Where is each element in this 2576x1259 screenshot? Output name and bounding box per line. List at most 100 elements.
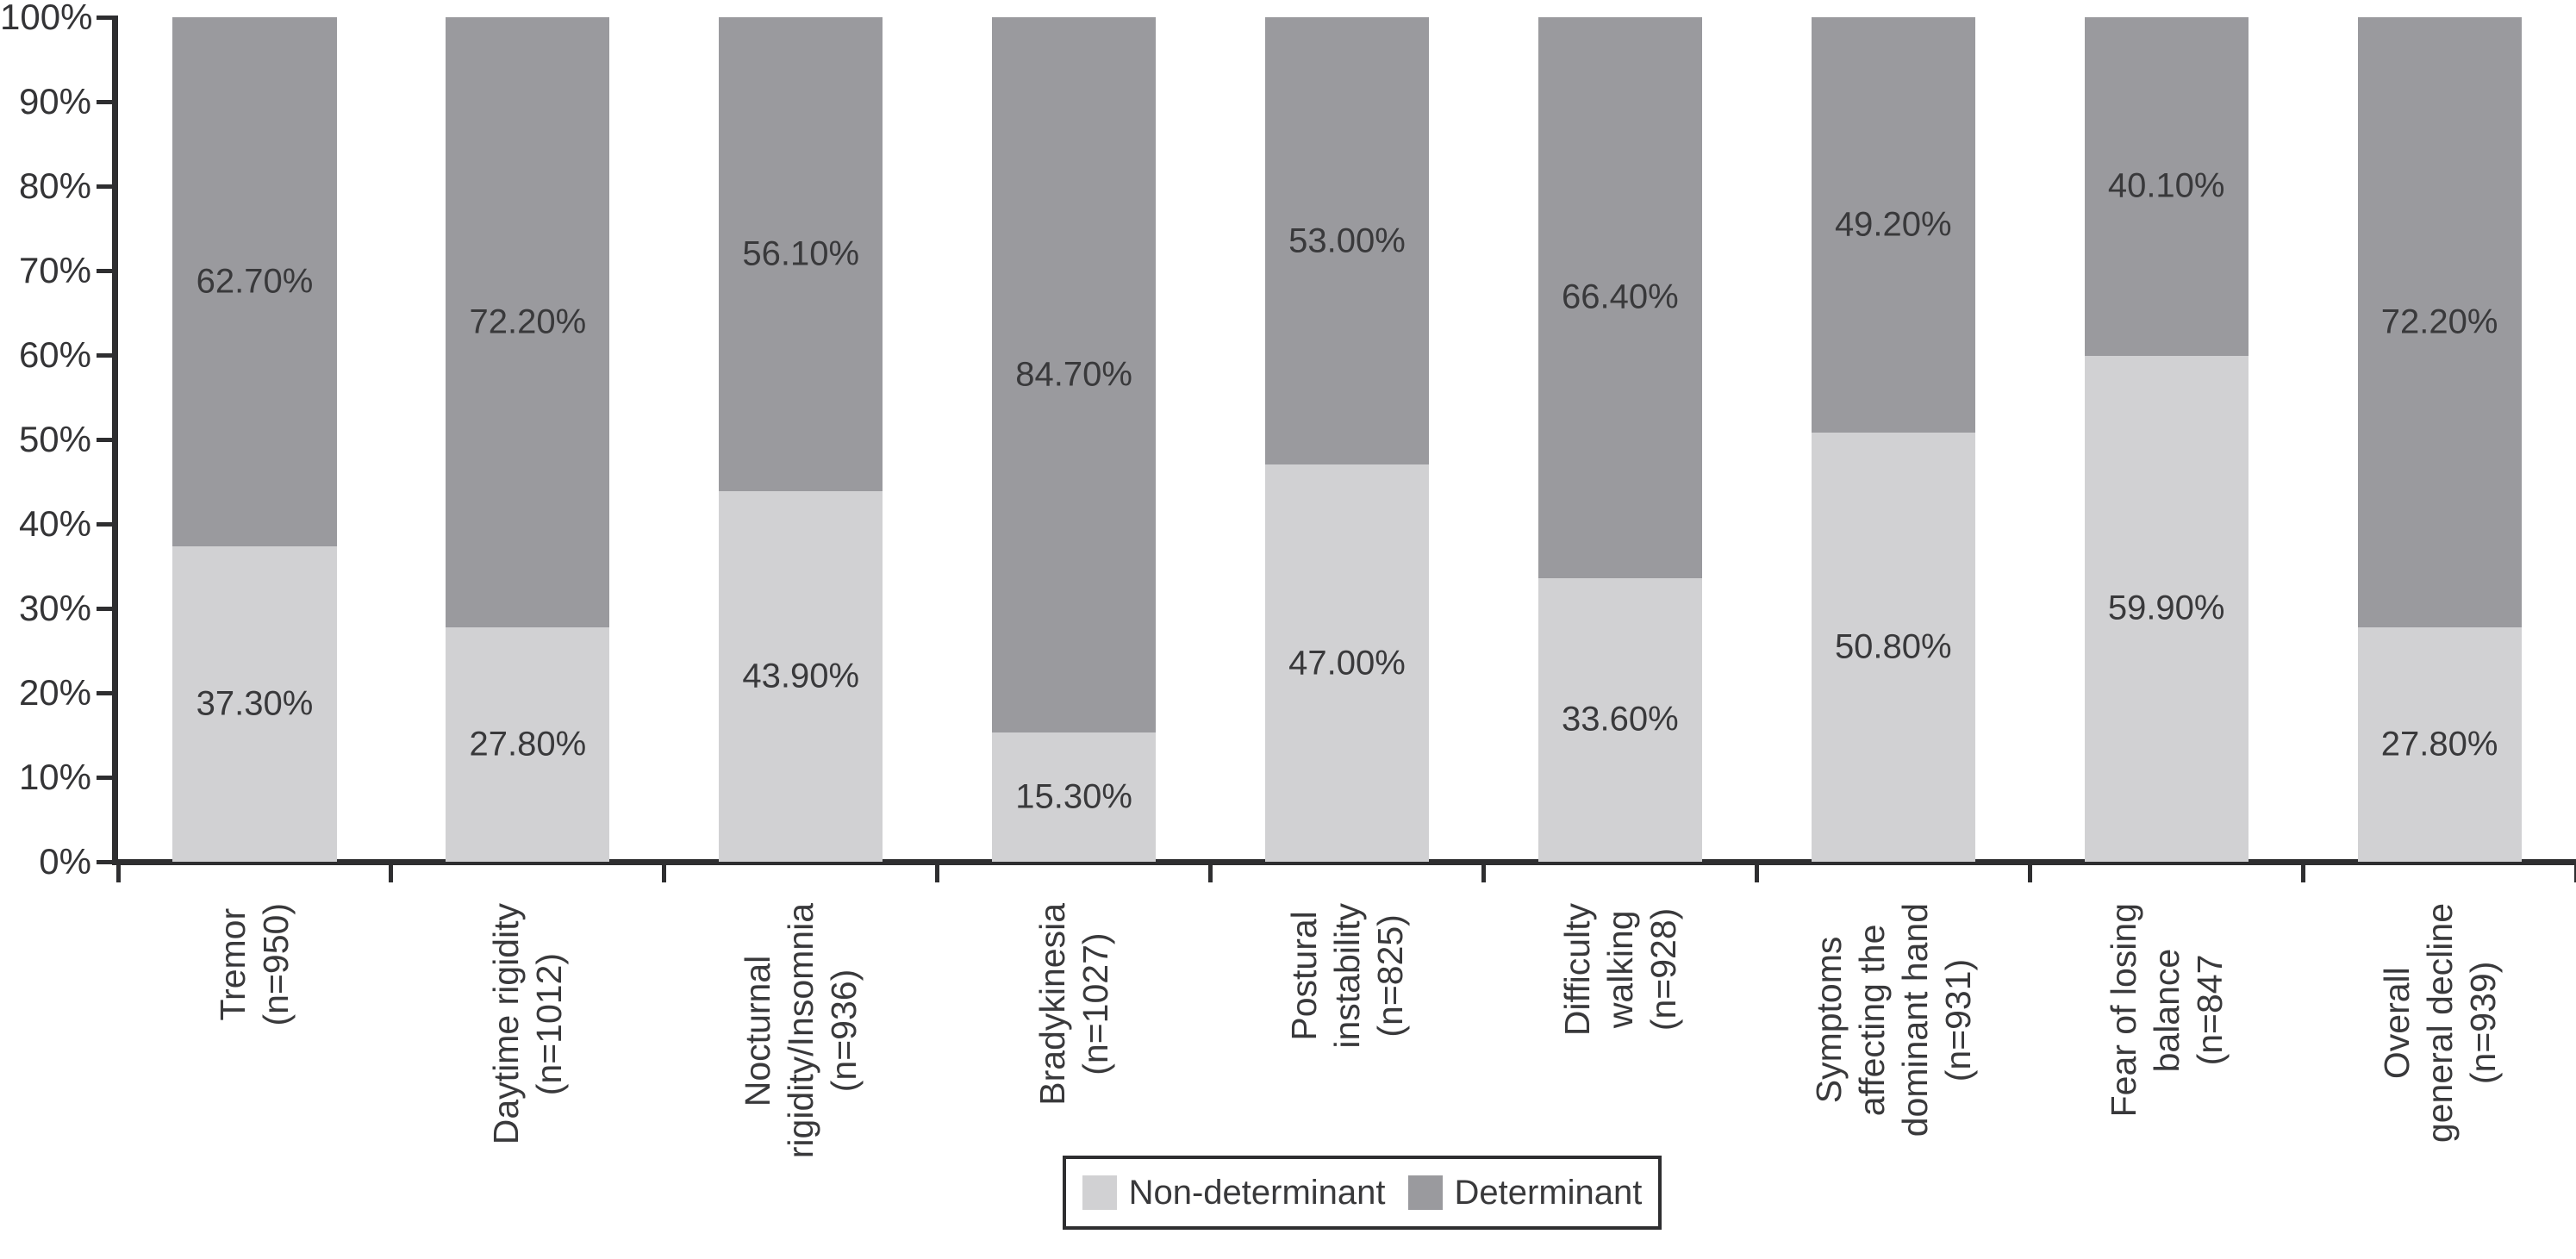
y-tick-label: 100% bbox=[0, 0, 93, 37]
stacked-bar: 66.40% 33.60% bbox=[1537, 17, 1702, 862]
x-category-label: Nocturnal rigidity/Insomnia (n=936) bbox=[738, 903, 864, 1159]
y-tick-label: 40% bbox=[18, 503, 91, 544]
non-determinant-value-label: 27.80% bbox=[2380, 725, 2498, 764]
y-tick bbox=[97, 690, 118, 695]
x-label-cell: Bradykinesia (n=1027) bbox=[938, 903, 1211, 1172]
y-tick bbox=[97, 268, 118, 273]
y-tick bbox=[97, 859, 118, 864]
y-tick-label: 80% bbox=[18, 165, 91, 206]
category-column: 66.40% 33.60% bbox=[1483, 17, 1756, 862]
x-tick bbox=[389, 863, 394, 882]
legend-swatch-non-determinant bbox=[1082, 1175, 1117, 1210]
y-tick-label: 30% bbox=[18, 588, 91, 628]
x-tick bbox=[1208, 863, 1213, 882]
category-column: 49.20% 50.80% bbox=[1756, 17, 2030, 862]
x-label-cell: Difficulty walking (n=928) bbox=[1483, 903, 1756, 1172]
y-tick-label: 20% bbox=[18, 672, 91, 713]
stacked-bar: 72.20% 27.80% bbox=[2357, 17, 2522, 862]
bar-segment-determinant bbox=[1537, 17, 1702, 578]
y-tick bbox=[97, 437, 118, 442]
x-label-cell: Overall general decline (n=939) bbox=[2303, 903, 2576, 1172]
stacked-bar: 49.20% 50.80% bbox=[1811, 17, 1975, 862]
category-column: 62.70% 37.30% bbox=[118, 17, 391, 862]
x-tick bbox=[1481, 863, 1486, 882]
category-column: 72.20% 27.80% bbox=[391, 17, 664, 862]
bar-segment-non-determinant bbox=[992, 732, 1157, 862]
determinant-value-label: 72.20% bbox=[469, 302, 587, 341]
bar-segment-determinant bbox=[992, 17, 1157, 733]
legend: Non-determinant Determinant bbox=[1063, 1156, 1662, 1230]
category-column: 40.10% 59.90% bbox=[2030, 17, 2303, 862]
bar-segment-determinant bbox=[446, 17, 610, 627]
x-category-label: Difficulty walking (n=928) bbox=[1556, 903, 1683, 1037]
legend-label: Non-determinant bbox=[1128, 1173, 1386, 1212]
x-tick bbox=[2027, 863, 2032, 882]
determinant-value-label: 53.00% bbox=[1288, 221, 1406, 260]
category-column: 53.00% 47.00% bbox=[1211, 17, 1484, 862]
y-tick bbox=[97, 184, 118, 189]
x-tick bbox=[115, 863, 121, 882]
y-tick bbox=[97, 99, 118, 104]
bar-segment-non-determinant bbox=[1537, 577, 1702, 862]
y-tick-label: 10% bbox=[18, 757, 91, 797]
legend-swatch-determinant bbox=[1407, 1175, 1443, 1210]
bar-segment-non-determinant bbox=[2084, 355, 2249, 862]
x-tick bbox=[2573, 863, 2576, 882]
x-category-label: Symptoms affecting the dominant hand (n=… bbox=[1808, 903, 1978, 1137]
determinant-value-label: 40.10% bbox=[2107, 166, 2225, 205]
stacked-bar: 40.10% 59.90% bbox=[2084, 17, 2249, 862]
bar-segment-determinant bbox=[172, 17, 337, 547]
x-label-cell: Tremor (n=950) bbox=[118, 903, 391, 1172]
non-determinant-value-label: 37.30% bbox=[196, 684, 314, 723]
non-determinant-value-label: 27.80% bbox=[469, 725, 587, 764]
legend-label: Determinant bbox=[1454, 1173, 1643, 1212]
stacked-bar: 84.70% 15.30% bbox=[992, 17, 1157, 862]
x-tick bbox=[935, 863, 940, 882]
legend-entry: Non-determinant bbox=[1082, 1174, 1386, 1212]
bar-segment-determinant bbox=[719, 17, 883, 491]
non-determinant-value-label: 33.60% bbox=[1562, 700, 1679, 739]
bar-segment-non-determinant bbox=[1264, 464, 1430, 862]
non-determinant-value-label: 50.80% bbox=[1834, 627, 1952, 666]
stacked-bar: 53.00% 47.00% bbox=[1264, 17, 1430, 862]
non-determinant-value-label: 47.00% bbox=[1288, 644, 1406, 682]
x-category-label: Bradykinesia (n=1027) bbox=[1032, 903, 1116, 1106]
x-label-cell: Nocturnal rigidity/Insomnia (n=936) bbox=[664, 903, 938, 1172]
determinant-value-label: 72.20% bbox=[2380, 302, 2498, 341]
y-tick bbox=[97, 606, 118, 611]
x-label-cell: Symptoms affecting the dominant hand (n=… bbox=[1756, 903, 2030, 1172]
x-label-cell: Postural instability (n=825) bbox=[1211, 903, 1484, 1172]
y-tick-label: 60% bbox=[18, 334, 91, 375]
determinant-value-label: 84.70% bbox=[1015, 355, 1132, 394]
bar-segment-determinant bbox=[2084, 17, 2249, 356]
x-category-label: Daytime rigidity (n=1012) bbox=[486, 903, 570, 1145]
bar-segment-determinant bbox=[1811, 17, 1975, 433]
x-category-label: Postural instability (n=825) bbox=[1283, 903, 1411, 1049]
x-category-label: Overall general decline (n=939) bbox=[2376, 903, 2503, 1144]
bar-segment-non-determinant bbox=[719, 490, 883, 862]
y-tick bbox=[97, 15, 118, 20]
category-column: 84.70% 15.30% bbox=[938, 17, 1211, 862]
x-category-label: Tremor (n=950) bbox=[213, 903, 296, 1026]
determinant-value-label: 62.70% bbox=[196, 262, 314, 301]
bar-segment-non-determinant bbox=[172, 546, 337, 862]
bar-segment-determinant bbox=[2357, 17, 2522, 627]
y-tick-label: 90% bbox=[18, 81, 91, 122]
x-tick bbox=[2300, 863, 2305, 882]
category-column: 72.20% 27.80% bbox=[2303, 17, 2576, 862]
bar-segment-non-determinant bbox=[446, 626, 610, 862]
y-tick bbox=[97, 775, 118, 780]
y-tick-label: 0% bbox=[39, 841, 91, 882]
plot-area: 62.70% 37.30% 72.20% 27.80% 56.10% 43.90% 84.7… bbox=[118, 17, 2576, 862]
x-tick bbox=[1754, 863, 1759, 882]
x-axis-category-labels: Tremor (n=950) Daytime rigidity (n=1012) N… bbox=[118, 903, 2576, 1172]
non-determinant-value-label: 59.90% bbox=[2107, 589, 2225, 627]
x-label-cell: Daytime rigidity (n=1012) bbox=[391, 903, 664, 1172]
determinant-value-label: 56.10% bbox=[742, 234, 860, 273]
x-category-label: Fear of losing balance (n=847 bbox=[2103, 903, 2230, 1118]
non-determinant-value-label: 43.90% bbox=[742, 657, 860, 695]
y-tick-label: 70% bbox=[18, 250, 91, 290]
determinant-value-label: 49.20% bbox=[1834, 205, 1952, 244]
stacked-bar: 62.70% 37.30% bbox=[172, 17, 337, 862]
